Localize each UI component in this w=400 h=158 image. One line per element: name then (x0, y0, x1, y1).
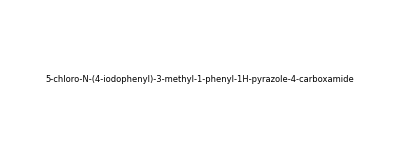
Text: 5-chloro-N-(4-iodophenyl)-3-methyl-1-phenyl-1H-pyrazole-4-carboxamide: 5-chloro-N-(4-iodophenyl)-3-methyl-1-phe… (46, 75, 354, 83)
